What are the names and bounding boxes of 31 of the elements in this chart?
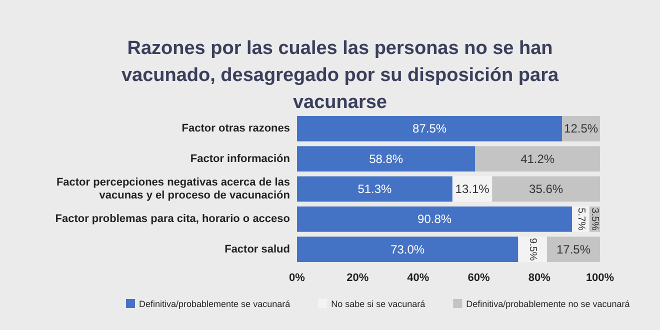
y-tick-label: Factor otras razones bbox=[182, 122, 290, 135]
y-tick-label: Factor percepciones negativas acerca de las vacunas y el proceso de vacunación bbox=[56, 176, 290, 202]
x-tick-label: 0% bbox=[289, 272, 306, 284]
bar bbox=[475, 146, 600, 172]
data-label: 51.3% bbox=[358, 182, 392, 196]
data-label: 90.8% bbox=[418, 212, 452, 226]
data-label: 13.1% bbox=[455, 182, 490, 196]
legend-label: Definitiva/probablemente se vacunará bbox=[139, 299, 290, 309]
data-label: 35.6% bbox=[529, 182, 564, 196]
x-tick-label: 60% bbox=[468, 272, 490, 284]
data-label: 73.0% bbox=[390, 242, 425, 256]
data-label: 41.2% bbox=[520, 152, 555, 166]
data-label: 5.7% bbox=[575, 208, 586, 231]
bar bbox=[297, 116, 562, 142]
data-label: 87.5% bbox=[412, 122, 447, 136]
data-label: 17.5% bbox=[556, 242, 591, 256]
data-label: 12.5% bbox=[564, 122, 598, 136]
bar bbox=[297, 146, 476, 172]
legend-label: Definitiva/probablemente no se vacunará bbox=[466, 299, 630, 309]
x-tick-label: 100% bbox=[586, 272, 614, 284]
y-tick-label: Factor información bbox=[190, 152, 290, 165]
legend-label: No sabe si se vacunará bbox=[331, 299, 426, 309]
y-tick-label: Factor salud bbox=[224, 243, 290, 256]
data-label: 58.8% bbox=[369, 152, 404, 166]
x-tick-label: 20% bbox=[346, 272, 369, 284]
x-tick-label: 40% bbox=[407, 272, 430, 284]
data-label: 3.5% bbox=[589, 208, 600, 231]
y-tick-label: Factor problemas para cita, horario o acceso bbox=[55, 213, 290, 226]
chart-title: Razones por las cuales las personas no se han vacunado, desagregado por su disposición para vacunarse bbox=[121, 38, 559, 113]
data-label: 9.5% bbox=[527, 238, 538, 261]
x-tick-label: 80% bbox=[528, 272, 551, 284]
